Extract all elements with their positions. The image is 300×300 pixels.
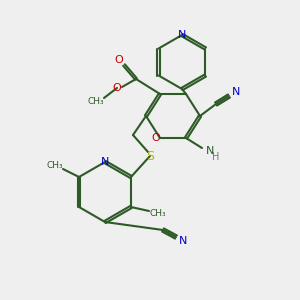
Text: S: S <box>146 149 154 163</box>
Text: N: N <box>206 146 214 156</box>
Text: H: H <box>212 152 220 162</box>
Text: N: N <box>101 157 109 167</box>
Text: CH₃: CH₃ <box>88 97 104 106</box>
Text: N: N <box>178 30 186 40</box>
Text: O: O <box>152 133 160 143</box>
Text: O: O <box>115 55 123 65</box>
Text: O: O <box>112 83 122 93</box>
Text: N: N <box>179 236 187 246</box>
Text: N: N <box>232 87 240 97</box>
Text: CH₃: CH₃ <box>47 160 63 169</box>
Text: CH₃: CH₃ <box>150 209 166 218</box>
